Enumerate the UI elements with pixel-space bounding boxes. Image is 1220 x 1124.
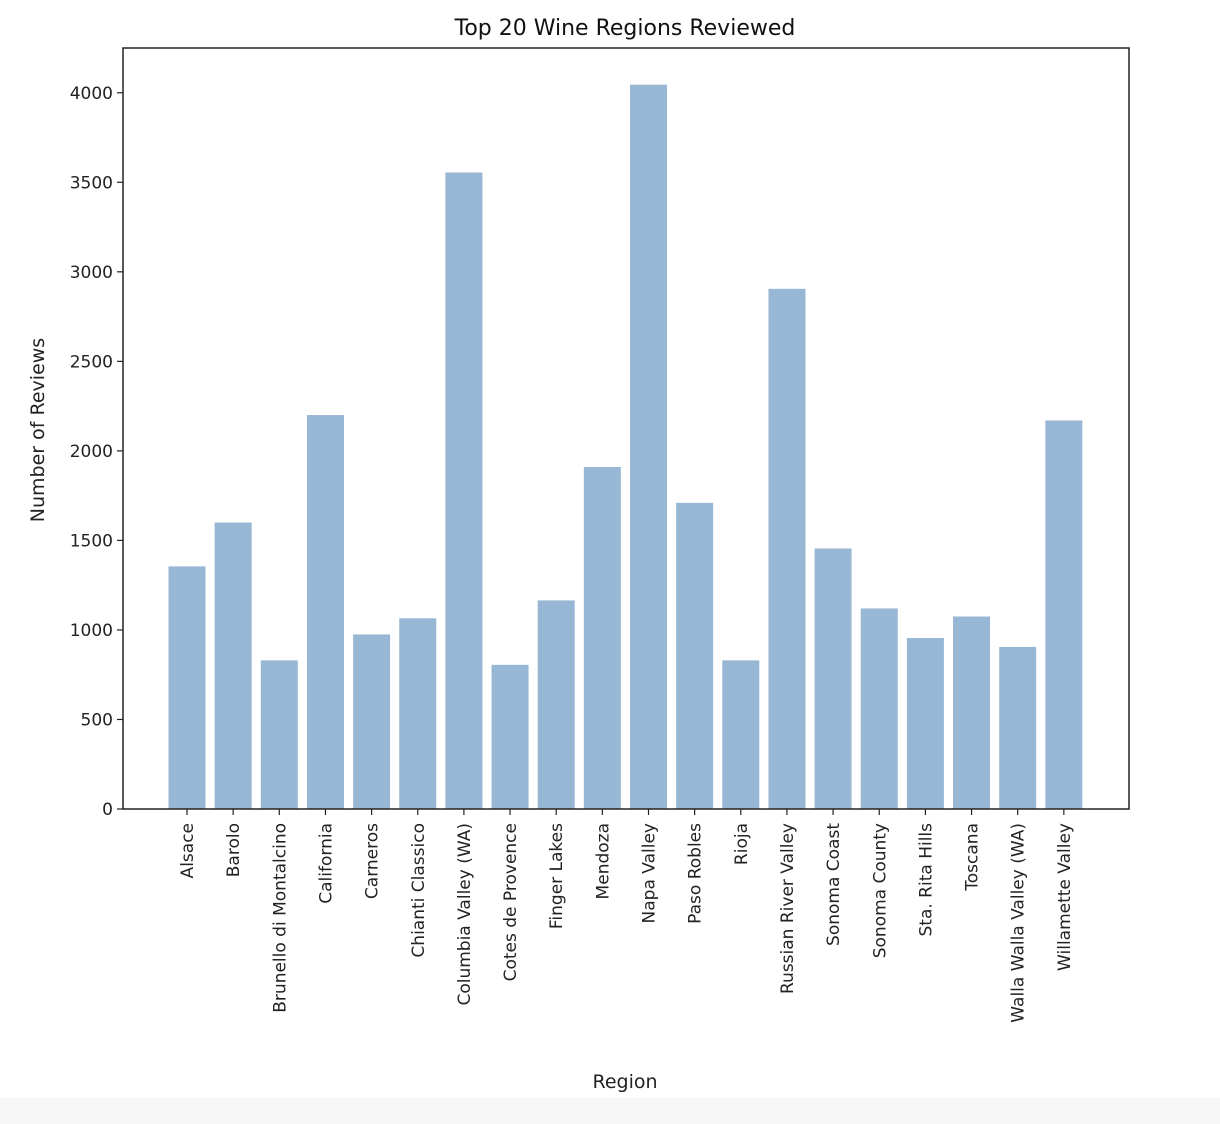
y-tick-label: 2000 [70, 442, 113, 462]
bar-finger-lakes [537, 600, 575, 809]
bar-mendoza [583, 467, 621, 809]
y-tick-label: 1500 [70, 531, 113, 551]
bar-barolo [214, 522, 252, 809]
bar-brunello-di-montalcino [260, 660, 298, 809]
bar-napa-valley [630, 84, 667, 809]
bar-willamette-valley [1045, 420, 1083, 809]
plot-frame [122, 47, 1130, 810]
y-tick-label: 4000 [70, 84, 113, 104]
bar-california [306, 415, 344, 809]
y-tick-label: 0 [102, 800, 113, 820]
bar-alsace [168, 566, 206, 809]
x-tick-label: Rioja [732, 823, 752, 865]
bar-walla-walla-valley-wa [999, 646, 1037, 809]
x-tick-label: Walla Walla Valley (WA) [1009, 823, 1029, 1023]
bar-sonoma-county [860, 608, 898, 809]
bar-sonoma-coast [814, 548, 852, 809]
x-tick-label: Chianti Classico [409, 823, 429, 958]
x-tick-label: Barolo [224, 823, 244, 877]
bar-carneros [353, 634, 391, 809]
y-ticks: 0 500 1000 1500 2000 2500 3000 3500 4000 [70, 84, 123, 820]
bottom-strip [0, 1098, 1220, 1124]
bars-layer [168, 84, 1083, 810]
x-ticks: Alsace Barolo Brunello di Montalcino Califo… [178, 809, 1075, 1023]
x-tick-label: Alsace [178, 823, 198, 878]
x-tick-label: Russian River Valley [778, 823, 798, 994]
x-tick-label: Willamette Valley [1055, 823, 1075, 971]
bar-columbia-valley-wa [445, 172, 483, 809]
x-axis-label: Region [592, 1071, 657, 1093]
bar-cotes-de-provence [491, 664, 529, 809]
chart-title: Top 20 Wine Regions Reviewed [454, 16, 796, 41]
y-tick-label: 500 [81, 710, 113, 730]
x-tick-label: Finger Lakes [547, 823, 567, 929]
x-tick-label: Toscana [963, 823, 983, 892]
x-tick-label: Paso Robles [686, 823, 706, 924]
x-tick-label: California [316, 823, 336, 904]
bar-paso-robles [676, 502, 714, 809]
x-tick-label: Brunello di Montalcino [270, 823, 290, 1013]
y-tick-label: 1000 [70, 621, 113, 641]
bar-toscana [953, 616, 991, 809]
y-axis-label: Number of Reviews [27, 338, 49, 522]
x-tick-label: Sonoma Coast [824, 823, 844, 946]
bar-rioja [722, 660, 760, 809]
x-tick-label: Sta. Rita Hills [916, 823, 936, 937]
y-tick-label: 3500 [70, 173, 113, 193]
bar-chianti-classico [399, 618, 437, 809]
y-tick-label: 3000 [70, 263, 113, 283]
x-tick-label: Columbia Valley (WA) [455, 823, 475, 1006]
x-tick-label: Sonoma County [870, 823, 890, 958]
y-tick-label: 2500 [70, 352, 113, 372]
x-tick-label: Carneros [363, 823, 383, 899]
bar-russian-river-valley [768, 288, 806, 810]
x-tick-label: Napa Valley [640, 823, 660, 923]
x-tick-label: Mendoza [593, 823, 613, 899]
bar-sta-rita-hills [906, 638, 944, 809]
x-tick-label: Cotes de Provence [501, 823, 521, 981]
